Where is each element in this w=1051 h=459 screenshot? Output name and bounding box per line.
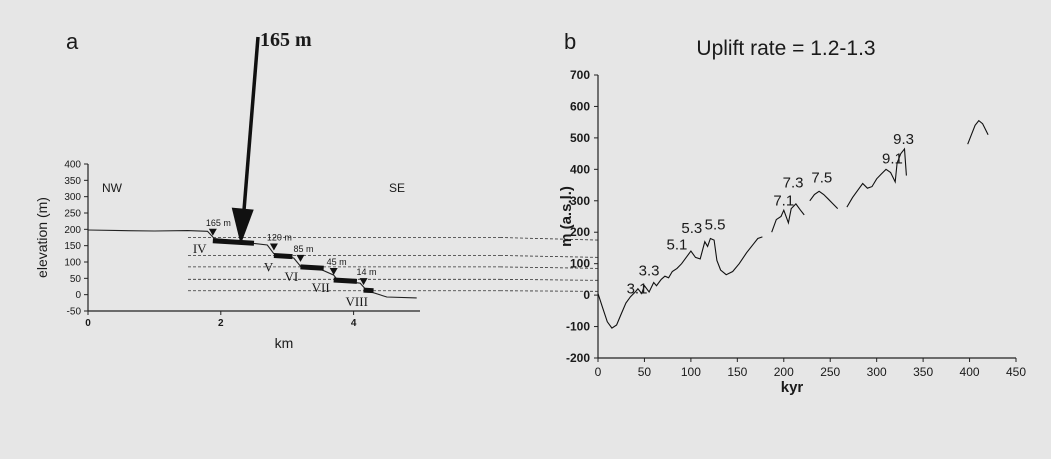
reference-level-link [499, 278, 599, 281]
sea-level-curves [597, 119, 989, 329]
terrace-roman-label: VIII [346, 294, 368, 309]
y-tick-label-b: 0 [583, 288, 590, 302]
y-tick-label-b: -100 [566, 320, 590, 334]
mis-label: 5.1 [667, 237, 688, 254]
terraces: 165 m IV 120 m V 85 m VI 45 m VII 14 m VIII [193, 218, 377, 309]
reference-level-link [499, 255, 599, 258]
y-tick-label-b: 200 [570, 225, 590, 239]
x-tick-label-b: 100 [681, 365, 701, 379]
chart-title-b: Uplift rate = 1.2-1.3 [696, 37, 875, 60]
y-tick-label-b: 600 [570, 99, 590, 113]
x-tick-label-a: 0 [85, 318, 91, 329]
y-tick-label-b: 300 [570, 194, 590, 208]
direction-label-nw: NW [102, 181, 123, 195]
terrace-elevation-label: 85 m [293, 244, 313, 254]
x-tick-label-b: 300 [867, 365, 887, 379]
y-tick-label-a: 350 [64, 176, 81, 187]
mis-label: 7.3 [783, 175, 804, 192]
reference-level-link [499, 237, 599, 241]
sea-level-curve-segment [846, 147, 907, 208]
mis-label: 9.3 [893, 131, 914, 148]
terrace-vii [333, 277, 358, 284]
terrace-vi [300, 264, 324, 271]
y-axis-label-b: m (a.s.l.) [558, 186, 575, 247]
direction-label-se: SE [389, 181, 405, 195]
terrace-marker [296, 254, 305, 262]
y-tick-label-a: 100 [64, 258, 81, 269]
y-tick-label-a: 0 [75, 290, 81, 301]
sea-level-curve-segment [809, 190, 839, 209]
mis-annotations: 3.13.3 5.15.3 5.5 7.17.3 7.5 9.1 9.3 [627, 131, 914, 297]
terrace-elevation-label: 120 m [267, 232, 292, 242]
x-tick-label-b: 0 [595, 365, 602, 379]
mis-label: 7.5 [811, 170, 832, 187]
terrace-marker [208, 228, 217, 236]
terrace-roman-label: IV [193, 241, 207, 256]
y-tick-label-a: 200 [64, 225, 81, 236]
terrace-roman-label: VI [284, 269, 298, 284]
mis-label: 5.3 [681, 220, 702, 237]
x-ticks-b: 0 50 100 150 200 250 300 350 400 450 [595, 358, 1026, 379]
terrace-roman-label: V [264, 259, 274, 274]
panel-label-a: a [66, 29, 79, 54]
terrace-elevation-label: 165 m [206, 218, 231, 228]
x-tick-label-b: 150 [727, 365, 747, 379]
terrace-roman-label: VII [312, 280, 330, 295]
y-tick-label-a: 250 [64, 209, 81, 220]
terrace-marker [329, 267, 338, 275]
mis-label: 5.5 [705, 217, 726, 234]
y-tick-label-a: 150 [64, 241, 81, 252]
terrace-marker [359, 278, 368, 286]
x-tick-label-b: 400 [960, 365, 980, 379]
y-tick-label-a: -50 [67, 307, 82, 318]
mis-label: 3.3 [639, 263, 660, 280]
terrace-viii [363, 287, 374, 294]
y-axis-label-a: elevation (m) [34, 197, 50, 278]
x-axis-label-b: kyr [781, 379, 804, 396]
y-tick-label-a: 400 [64, 160, 81, 171]
reference-level-link [499, 290, 599, 292]
callout-label: 165 m [260, 29, 312, 51]
x-tick-label-a: 4 [351, 318, 357, 329]
y-tick-label-b: 400 [570, 162, 590, 176]
panel-label-b: b [564, 29, 576, 54]
reference-levels-a [188, 237, 599, 292]
y-tick-label-b: 700 [570, 68, 590, 82]
mis-label: 9.1 [882, 151, 903, 168]
mis-label: 3.1 [627, 281, 648, 298]
x-axis-label-a: km [275, 335, 294, 351]
y-tick-label-a: 50 [70, 274, 82, 285]
y-tick-label-b: -200 [566, 351, 590, 365]
terrace-elevation-label: 45 m [327, 257, 347, 267]
x-tick-label-b: 50 [638, 365, 652, 379]
x-tick-label-b: 200 [774, 365, 794, 379]
y-tick-label-b: 500 [570, 131, 590, 145]
reference-level-link [499, 266, 599, 269]
x-tick-label-b: 250 [820, 365, 840, 379]
y-tick-label-b: 100 [570, 257, 590, 271]
terrace-marker [269, 243, 278, 251]
y-ticks-b: 700 600 500 400 300 200 100 0 -100 -200 [566, 68, 598, 365]
sea-level-curve-segment [597, 236, 763, 329]
terrace-v [273, 252, 293, 260]
x-tick-label-b: 450 [1006, 365, 1026, 379]
x-ticks-a: 0 2 4 [85, 311, 357, 329]
panel-b: b Uplift rate = 1.2-1.3 7006005004003002… [558, 29, 1026, 396]
terrace-iv [212, 238, 255, 246]
mis-label: 7.1 [773, 192, 794, 209]
x-tick-label-a: 2 [218, 318, 224, 329]
sea-level-curve-segment [967, 119, 989, 145]
x-tick-label-b: 350 [913, 365, 933, 379]
y-ticks-a: 400 350 300 250 200 150 100 50 0 -50 [64, 160, 88, 318]
y-tick-label-a: 300 [64, 192, 81, 203]
terrace-elevation-label: 14 m [357, 267, 377, 277]
sea-level-curve-segment [771, 203, 805, 233]
callout-arrow: 165 m [231, 29, 312, 245]
